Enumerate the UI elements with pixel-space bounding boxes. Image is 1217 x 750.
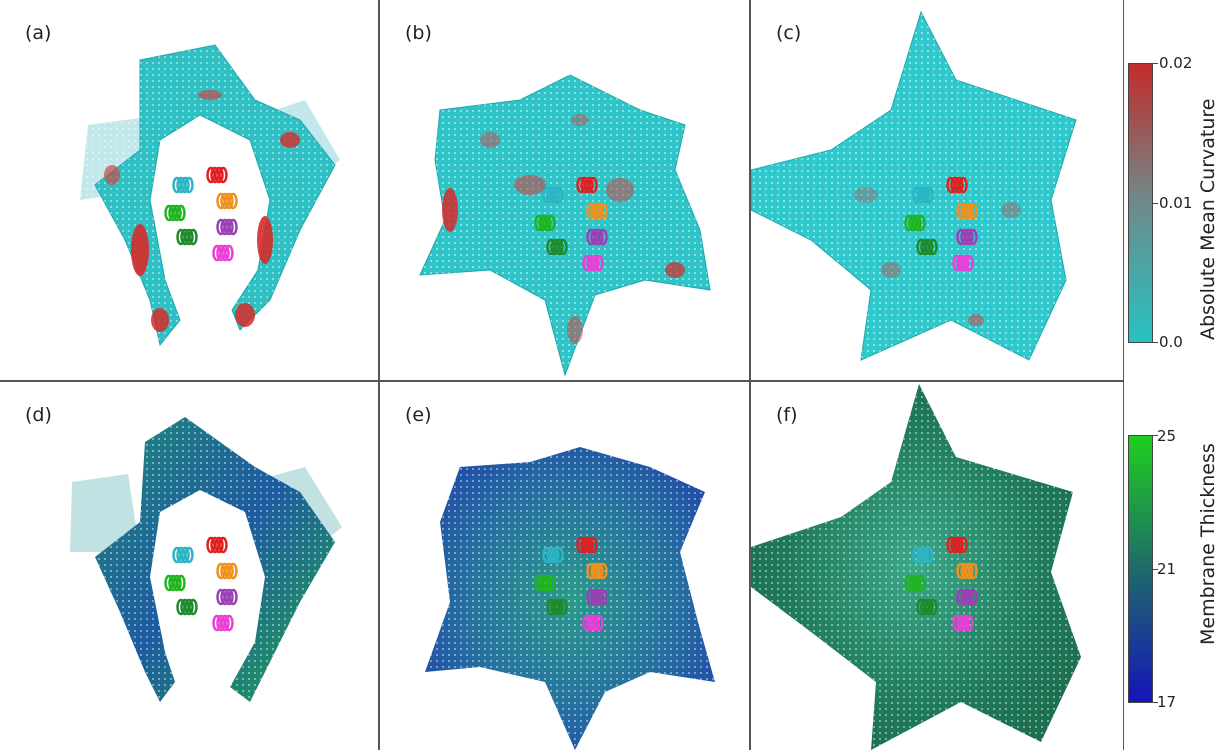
thickness-colorbar: [1128, 435, 1153, 703]
helix-3: [534, 214, 556, 232]
panel-label: (f): [776, 404, 798, 426]
tick-mark: [1153, 702, 1158, 703]
curvature-tick-mid: 0.01: [1159, 194, 1193, 212]
helix-6: [216, 588, 238, 606]
helix-7: [952, 254, 974, 272]
helix-7: [212, 244, 234, 262]
curvature-tick-min: 0.0: [1159, 333, 1183, 351]
helix-4: [586, 202, 608, 220]
curvature-tick-max: 0.02: [1159, 54, 1193, 72]
tick-mark: [1153, 435, 1158, 436]
helix-5: [916, 238, 938, 256]
panel-label: (d): [25, 404, 52, 426]
curvature-colorbar: [1128, 63, 1153, 343]
vertical-divider-1: [378, 0, 380, 750]
panel-label: (b): [405, 22, 432, 44]
helix-6: [216, 218, 238, 236]
helix-3: [534, 574, 556, 592]
panel-label: (c): [776, 22, 802, 44]
helix-3: [904, 214, 926, 232]
tick-mark: [1153, 203, 1158, 204]
helix-6: [956, 588, 978, 606]
panel-label: (a): [25, 22, 52, 44]
membrane-curvature-open-ring: [80, 44, 340, 347]
helix-4: [216, 562, 238, 580]
panel-c: (c): [751, 0, 1123, 380]
helix-5: [546, 598, 568, 616]
helix-4: [586, 562, 608, 580]
panel-label: (e): [405, 404, 432, 426]
helix-7: [212, 614, 234, 632]
helix-7: [582, 254, 604, 272]
protein-helix-bundle: [534, 536, 608, 632]
protein-helix-bundle: [904, 536, 978, 632]
helix-2: [946, 536, 968, 554]
helix-4: [956, 202, 978, 220]
helix-1: [912, 546, 934, 564]
helix-5: [176, 228, 198, 246]
helix-4: [216, 192, 238, 210]
panel-b: (b): [380, 0, 749, 380]
helix-7: [582, 614, 604, 632]
helix-1: [542, 546, 564, 564]
tick-mark: [1153, 342, 1158, 343]
vertical-divider-2: [749, 0, 751, 750]
panel-f: (f): [751, 382, 1123, 750]
helix-2: [576, 536, 598, 554]
protein-helix-bundle: [164, 166, 238, 262]
tick-mark: [1153, 63, 1158, 64]
panel-d: (d): [0, 382, 378, 750]
helix-1: [172, 546, 194, 564]
helix-7: [952, 614, 974, 632]
helix-1: [912, 186, 934, 204]
thickness-colorbar-title: Membrane Thickness: [1197, 443, 1217, 645]
helix-3: [904, 574, 926, 592]
protein-helix-bundle: [164, 536, 238, 632]
horizontal-divider: [0, 380, 1123, 382]
membrane-curvature-star: [419, 74, 711, 377]
helix-5: [176, 598, 198, 616]
membrane-thickness-open-ring: [70, 417, 342, 702]
helix-5: [546, 238, 568, 256]
helix-2: [576, 176, 598, 194]
tick-mark: [1153, 569, 1158, 570]
helix-1: [542, 186, 564, 204]
helix-2: [946, 176, 968, 194]
helix-6: [956, 228, 978, 246]
helix-5: [916, 598, 938, 616]
membrane-thickness-large-star: [751, 384, 1081, 750]
thickness-tick-min: 17: [1157, 693, 1177, 711]
helix-6: [586, 588, 608, 606]
helix-2: [206, 166, 228, 184]
helix-6: [586, 228, 608, 246]
membrane-thickness-star: [425, 447, 715, 750]
helix-2: [206, 536, 228, 554]
thickness-tick-mid: 21: [1157, 560, 1177, 578]
helix-3: [164, 204, 186, 222]
helix-4: [956, 562, 978, 580]
helix-1: [172, 176, 194, 194]
protein-helix-bundle: [904, 176, 978, 272]
right-border: [1123, 0, 1124, 750]
thickness-tick-max: 25: [1157, 427, 1177, 445]
membrane-curvature-large-star: [751, 10, 1077, 361]
protein-helix-bundle: [534, 176, 608, 272]
panel-e: (e): [380, 382, 749, 750]
curvature-colorbar-title: Absolute Mean Curvature: [1197, 98, 1217, 340]
helix-3: [164, 574, 186, 592]
panel-a: (a): [0, 0, 378, 380]
